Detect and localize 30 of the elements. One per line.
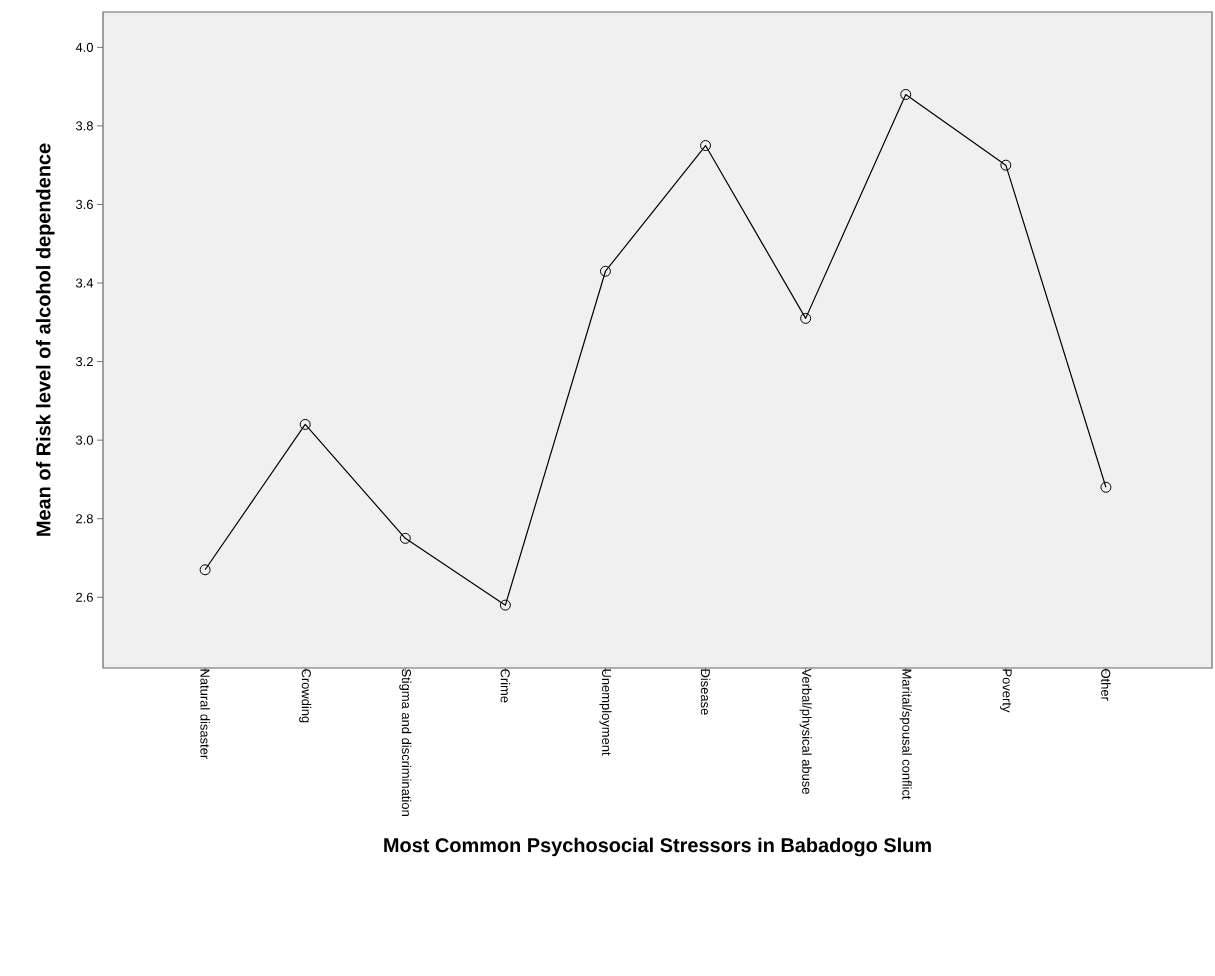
x-tick-label: Disease [700,669,711,715]
y-tick-label: 3.2 [75,357,93,367]
y-tick-label: 3.6 [75,199,93,210]
x-tick-label: Marital/spousal conflict [899,669,912,800]
point [299,418,311,430]
y-tick-label: 4.0 [75,42,93,52]
x-tick-label: Unemployment [599,669,612,756]
y-tick-label: 2.8 [76,514,93,524]
y-tick-label: 2.6 [76,592,93,602]
point [800,312,812,324]
x-tick-label: Natural disaster [200,669,210,759]
x-tick-label: Crime [500,669,511,703]
x-tick-label: Other [1101,669,1111,701]
y-tick-label: 3.0 [75,435,93,445]
point [399,532,411,544]
x-tick-label: Stigma and discrimination [399,669,412,816]
point [700,140,712,152]
x-tick-label: Crowding [299,669,312,723]
x-tick-label: Poverty [1000,669,1012,713]
x-tick-label: Verbal/physical abuse [799,668,812,794]
point [1100,481,1112,493]
y-tick-label: 3.4 [75,278,94,288]
y-tick-label: 3.8 [75,121,93,131]
point [499,599,511,611]
point [199,564,211,576]
point [599,265,611,277]
y-axis-title: Mean of Risk level of alcohol dependence [35,143,55,536]
point [1000,159,1012,171]
point [900,88,912,100]
x-axis-title: Most Common Psychosocial Stressors in Babadogo Slum [384,837,931,857]
